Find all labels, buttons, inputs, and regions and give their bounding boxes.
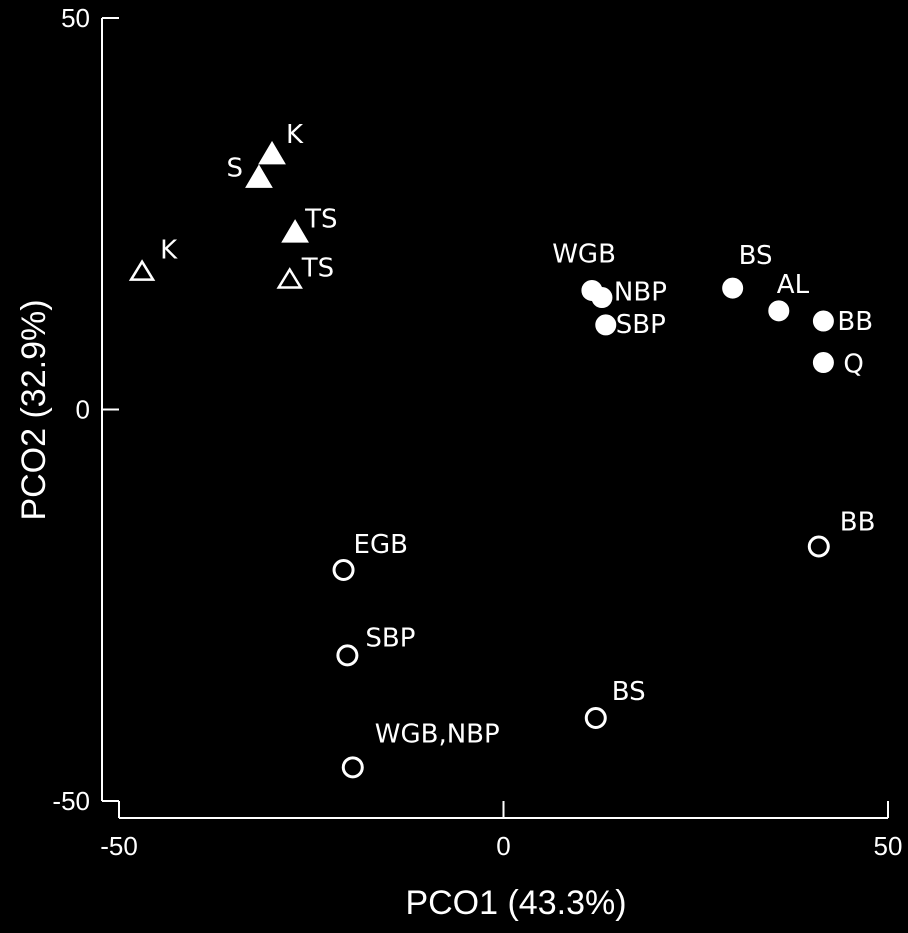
point-label: S [226, 154, 243, 184]
point-label: Q [843, 350, 863, 380]
data-point: Q [812, 350, 864, 380]
point-label: K [286, 120, 304, 150]
open-circle-marker [807, 535, 830, 558]
filled-circle-marker [722, 277, 744, 299]
open-circle-marker [341, 756, 364, 779]
x-tick-group: -50 0 50 [100, 801, 902, 861]
open-circle-marker [336, 644, 359, 667]
x-axis: -50 0 50 [100, 801, 902, 861]
data-point: EGB [332, 530, 408, 582]
data-point: SBP [336, 623, 415, 667]
data-point: K [128, 235, 178, 281]
data-point: BB [812, 307, 873, 337]
open-triangle-marker [276, 267, 303, 289]
filled-triangle-marker [258, 140, 286, 165]
y-tick-label: 0 [76, 395, 90, 425]
data-point: TS [276, 253, 334, 289]
data-point: TS [281, 204, 337, 243]
data-point: S [226, 154, 273, 188]
filled-triangle-marker [245, 164, 273, 188]
data-point: BS [722, 241, 773, 299]
filled-circle-marker [591, 287, 613, 309]
y-tick-label: 50 [61, 3, 90, 33]
filled-circle-marker [812, 310, 834, 332]
point-label: AL [777, 270, 810, 300]
data-point: BS [584, 677, 646, 730]
y-axis: 50 0 -50 [52, 3, 119, 816]
filled-triangle-marker [281, 219, 309, 243]
point-label: SBP [365, 623, 415, 653]
point-label: SBP [616, 310, 666, 340]
data-point: WGB,NBP [341, 719, 500, 779]
filled-circle-marker [768, 300, 790, 322]
open-circle-marker [584, 707, 607, 730]
point-label: BS [612, 677, 646, 707]
data-point: K [258, 120, 304, 165]
point-label: BB [840, 508, 876, 538]
data-point: BB [807, 508, 876, 558]
y-axis-title: PCO2 (32.9%) [15, 299, 53, 520]
point-label: TS [301, 253, 334, 283]
x-tick-label: 50 [874, 831, 903, 861]
point-label: BB [837, 307, 873, 337]
data-point: WGB [552, 239, 616, 301]
open-triangle-marker [128, 259, 156, 281]
point-label: WGB [552, 239, 616, 269]
y-tick-label: -50 [52, 786, 90, 816]
x-tick-label: -50 [100, 831, 138, 861]
y-tick-group: 50 0 -50 [52, 3, 119, 816]
point-label: NBP [614, 278, 667, 308]
point-label: TS [304, 204, 337, 234]
x-tick-label: 0 [496, 831, 510, 861]
filled-circle-marker [812, 352, 834, 374]
point-label: EGB [354, 530, 408, 560]
data-point: AL [768, 270, 810, 322]
filled-circle-marker [595, 314, 617, 336]
data-point: SBP [595, 310, 666, 340]
data-point: NBP [591, 278, 667, 309]
point-label: WGB,NBP [375, 719, 500, 749]
point-label: BS [739, 241, 773, 271]
open-circle-marker [332, 559, 355, 582]
x-axis-title: PCO1 (43.3%) [405, 884, 626, 922]
point-label: K [160, 235, 178, 265]
